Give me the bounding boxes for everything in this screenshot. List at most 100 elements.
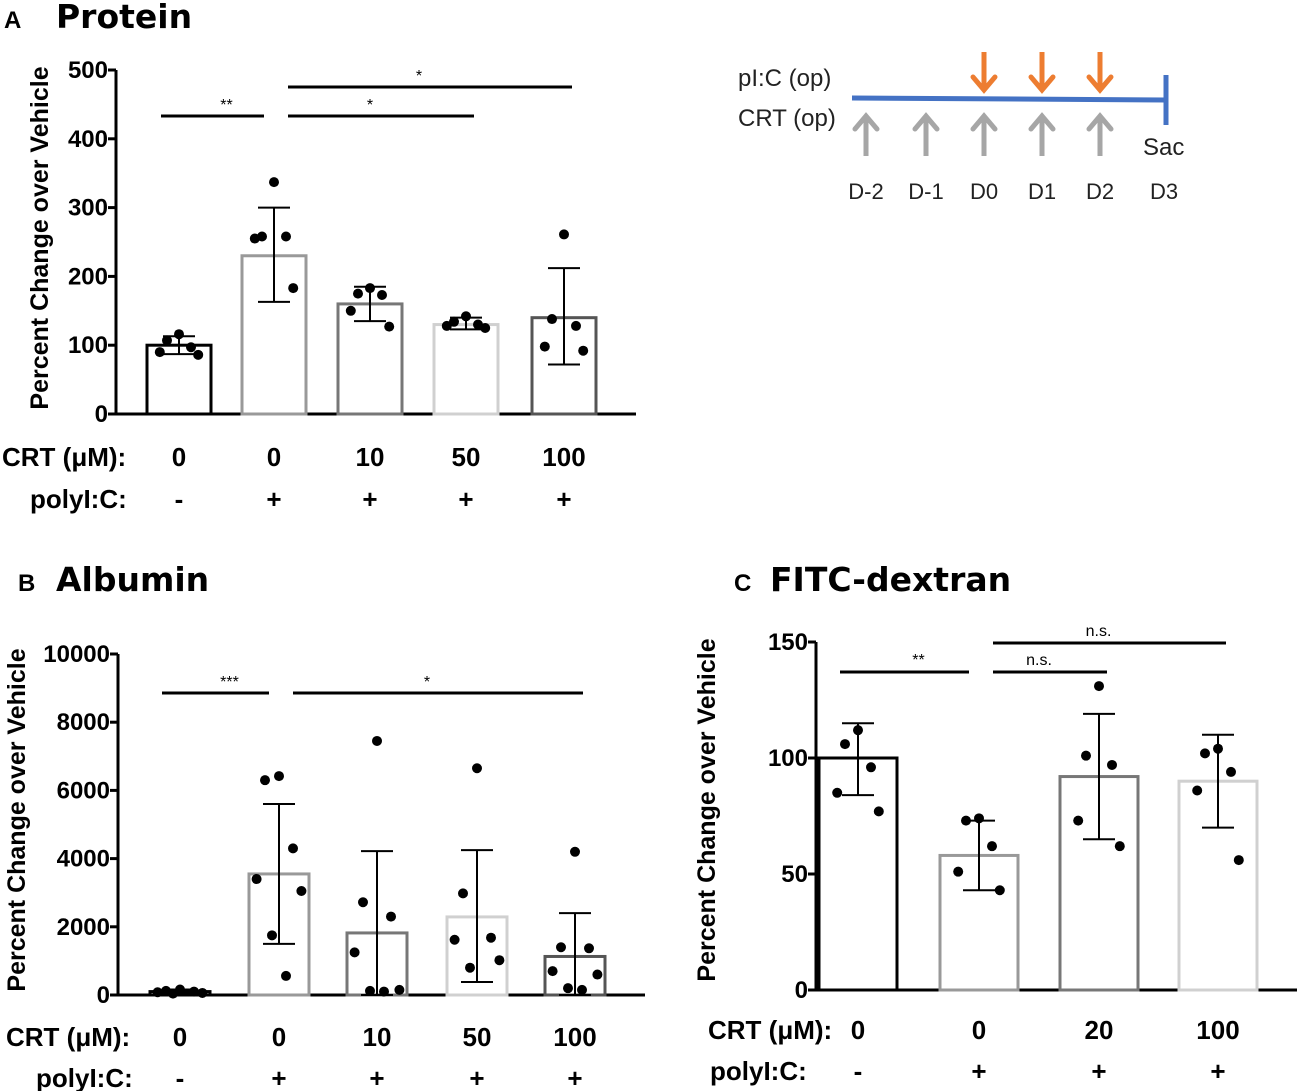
data-point xyxy=(1213,743,1223,754)
pic-arrow-head xyxy=(970,74,998,94)
data-point xyxy=(465,962,475,973)
data-point xyxy=(592,969,603,980)
crt-arrow-head xyxy=(1028,112,1056,132)
polyic-value: + xyxy=(369,1063,384,1091)
data-point xyxy=(267,930,277,941)
data-point xyxy=(571,320,581,331)
pic-arrow-head xyxy=(1028,74,1056,94)
polyic-value: - xyxy=(854,1056,863,1086)
data-point xyxy=(486,932,496,943)
crt-value: 50 xyxy=(452,442,481,472)
data-point xyxy=(379,986,389,997)
timeline-day-label: D-2 xyxy=(848,179,883,204)
data-point xyxy=(832,787,843,798)
data-point xyxy=(372,735,382,746)
polyic-value: + xyxy=(1210,1056,1225,1086)
data-point xyxy=(866,762,876,773)
data-point xyxy=(249,233,260,244)
y-tick-label: 0 xyxy=(795,977,808,1004)
polyic-value: + xyxy=(567,1063,582,1091)
data-point xyxy=(168,988,178,999)
significance-label: ** xyxy=(220,97,232,114)
data-point xyxy=(162,335,172,346)
polyic-value: + xyxy=(362,484,377,514)
data-point xyxy=(260,775,270,786)
data-point xyxy=(578,345,589,356)
significance-label: n.s. xyxy=(1026,652,1052,669)
data-point xyxy=(193,349,204,360)
data-point xyxy=(365,985,375,996)
data-point xyxy=(152,987,163,998)
crt-value: 10 xyxy=(356,442,385,472)
data-point xyxy=(556,942,566,953)
crt-value: 50 xyxy=(463,1022,492,1052)
polyic-value: + xyxy=(458,484,473,514)
y-tick-label: 400 xyxy=(68,126,108,153)
y-tick-label: 500 xyxy=(68,57,108,84)
data-point xyxy=(563,983,573,994)
data-point xyxy=(1107,759,1117,770)
data-point xyxy=(189,986,199,997)
panel-b-polyic-label: polyI:C: xyxy=(36,1063,133,1091)
data-point xyxy=(1200,748,1210,759)
bar xyxy=(817,756,899,992)
y-tick-label: 100 xyxy=(68,332,108,359)
fitc-chart: 0 50 100 150 0 - 0 +20 +100 + ** n.s. n.s. xyxy=(768,623,1297,1086)
significance-label: n.s. xyxy=(1086,623,1112,640)
panel-c-ylabel: Percent Change over Vehicle xyxy=(693,638,721,981)
timeline-day-label: D-1 xyxy=(908,179,943,204)
data-point xyxy=(174,329,184,340)
panel-a-polyic-label: polyI:C: xyxy=(30,484,127,514)
data-point xyxy=(251,874,262,885)
timeline-sac-label: Sac xyxy=(1143,134,1184,161)
y-tick-label: 4000 xyxy=(57,846,110,873)
y-tick-label: 0 xyxy=(97,982,110,1009)
polyic-value: + xyxy=(971,1056,986,1086)
polyic-value: + xyxy=(271,1063,286,1091)
panel-a-title: Protein xyxy=(56,0,192,36)
timeline-day-label: D0 xyxy=(970,179,998,204)
y-tick-label: 200 xyxy=(68,263,108,290)
bar xyxy=(432,323,500,416)
data-point xyxy=(472,763,482,774)
data-point xyxy=(1073,815,1084,826)
panel-b-crt-label: CRT (μM): xyxy=(6,1022,130,1052)
data-point xyxy=(1192,785,1203,796)
panel-c-polyic-label: polyI:C: xyxy=(710,1056,807,1086)
data-point xyxy=(441,320,452,331)
data-point xyxy=(269,177,279,188)
crt-value: 100 xyxy=(553,1022,596,1052)
timeline-crt-label: CRT (op) xyxy=(738,105,836,132)
data-point xyxy=(584,943,594,954)
data-point xyxy=(1233,855,1244,866)
data-point xyxy=(577,984,587,995)
panel-a-crt-label: CRT (μM): xyxy=(2,442,126,472)
significance-label: * xyxy=(367,97,373,114)
crt-arrow-head xyxy=(912,112,940,132)
data-point xyxy=(353,288,363,299)
y-tick-label: 300 xyxy=(68,195,108,222)
data-point xyxy=(873,806,884,817)
data-point xyxy=(384,321,395,332)
crt-value: 100 xyxy=(542,442,585,472)
data-point xyxy=(953,866,964,877)
data-point xyxy=(365,283,375,294)
panel-c-letter: C xyxy=(734,570,751,597)
timeline-day-label: D3 xyxy=(1150,179,1178,204)
panel-a-ylabel: Percent Change over Vehicle xyxy=(26,66,54,409)
data-point xyxy=(461,311,471,322)
polyic-value: + xyxy=(469,1063,484,1091)
crt-value: 0 xyxy=(972,1015,986,1045)
y-tick-label: 0 xyxy=(95,401,108,428)
crt-value: 0 xyxy=(172,442,186,472)
data-point xyxy=(154,347,165,358)
y-tick-label: 50 xyxy=(781,861,808,888)
data-point xyxy=(539,341,550,352)
data-point xyxy=(570,846,580,857)
data-point xyxy=(296,885,307,896)
data-point xyxy=(281,970,291,981)
data-point xyxy=(281,231,291,242)
data-point xyxy=(288,283,299,294)
